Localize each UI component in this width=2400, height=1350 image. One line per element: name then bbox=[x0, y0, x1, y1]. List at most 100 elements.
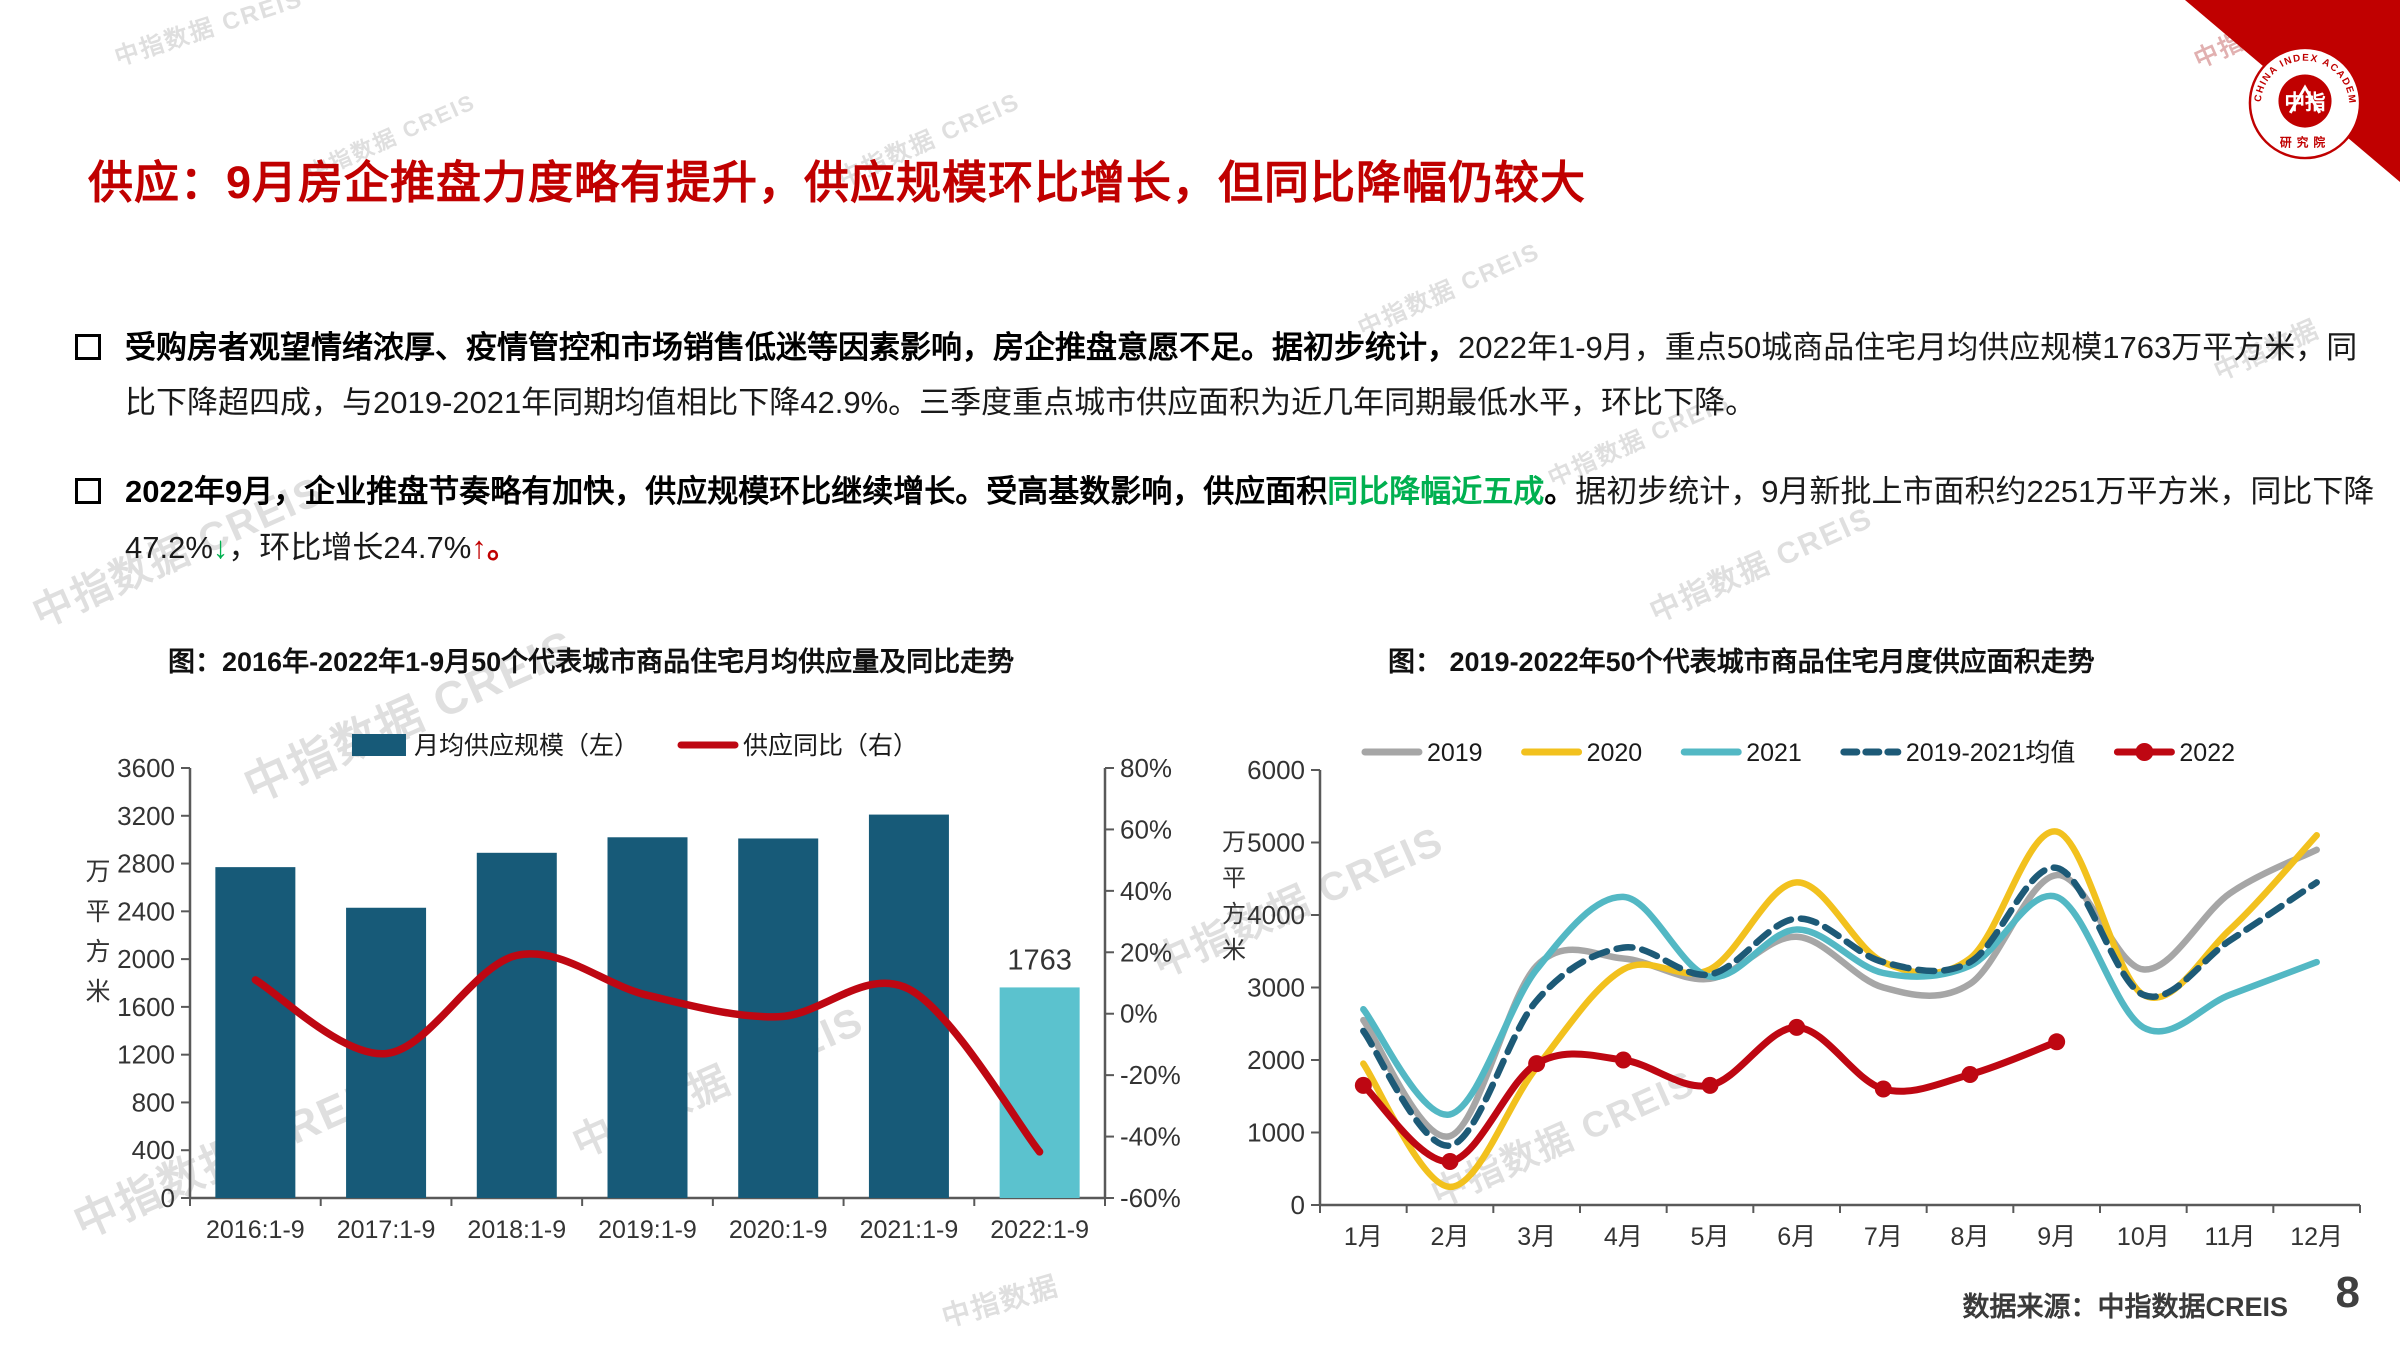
x-tick-label: 2月 bbox=[1431, 1223, 1470, 1251]
y-axis-unit: 万 bbox=[85, 858, 110, 886]
bullet-list: 受购房者观望情绪浓厚、疫情管控和市场销售低迷等因素影响，房企推盘意愿不足。据初步… bbox=[75, 320, 2375, 609]
bar-2018:1-9 bbox=[476, 852, 557, 1198]
legend-label: 2022 bbox=[2179, 739, 2235, 767]
bar-2021:1-9 bbox=[868, 814, 949, 1198]
series-2019-2021均值 bbox=[1360, 864, 2320, 1149]
data-point-marker bbox=[1874, 1080, 1892, 1098]
x-tick-label: 2016:1-9 bbox=[206, 1216, 305, 1244]
x-tick-label: 9月 bbox=[2037, 1223, 2076, 1251]
data-source-note: 数据来源：中指数据CREIS bbox=[1962, 1292, 2288, 1322]
text-segment: 受购房者观望情绪浓厚、疫情管控和市场销售低迷等因素影响，房企推盘意愿不足。据初步… bbox=[125, 330, 1458, 365]
y-tick-label: 3200 bbox=[117, 801, 175, 831]
y-tick-label: 1600 bbox=[117, 992, 175, 1022]
x-tick-label: 5月 bbox=[1691, 1223, 1730, 1251]
legend-label: 月均供应规模（左） bbox=[414, 732, 639, 760]
data-point-marker bbox=[1354, 1076, 1372, 1094]
x-tick-label: 12月 bbox=[2290, 1223, 2343, 1251]
y-tick-label: 800 bbox=[132, 1087, 175, 1117]
y-tick-label: 400 bbox=[132, 1135, 175, 1165]
logo-seal-center: 中指 bbox=[2284, 90, 2326, 114]
bullet-item-2: 2022年9月，企业推盘节奏略有加快，供应规模环比继续增长。受高基数影响，供应面… bbox=[75, 464, 2375, 574]
data-point-marker bbox=[1528, 1055, 1546, 1073]
page-title: 供应：9月房企推盘力度略有提升，供应规模环比增长，但同比降幅仍较大 bbox=[88, 157, 1587, 208]
data-point-marker bbox=[1701, 1076, 1719, 1094]
y-tick-label: 2000 bbox=[1247, 1045, 1305, 1075]
watermark: 中指数据 CREIS bbox=[111, 0, 307, 72]
text-segment: 同比降幅近五成 bbox=[1327, 474, 1545, 510]
y2-tick-label: -60% bbox=[1120, 1183, 1181, 1213]
x-tick-label: 2020:1-9 bbox=[729, 1216, 828, 1244]
x-tick-label: 8月 bbox=[1951, 1223, 1990, 1251]
data-point-marker bbox=[1441, 1153, 1459, 1170]
y2-tick-label: -40% bbox=[1120, 1122, 1181, 1152]
bullet-square-icon bbox=[75, 478, 101, 505]
bullet-square-icon bbox=[75, 334, 101, 360]
x-tick-label: 11月 bbox=[2205, 1223, 2256, 1251]
series-2021 bbox=[1360, 892, 2320, 1118]
x-tick-label: 2022:1-9 bbox=[990, 1216, 1089, 1244]
x-tick-label: 2021:1-9 bbox=[860, 1216, 959, 1244]
x-tick-label: 4月 bbox=[1604, 1223, 1643, 1251]
line-chart-monthly-supply-area: 2019 2020 2021 2019-2021均值 2022 0 1000 2000 3000… bbox=[1222, 739, 2361, 1251]
text-segment: ↓ bbox=[212, 529, 229, 565]
bullet-item-1: 受购房者观望情绪浓厚、疫情管控和市场销售低迷等因素影响，房企推盘意愿不足。据初步… bbox=[75, 320, 2375, 430]
x-tick-label: 6月 bbox=[1777, 1223, 1816, 1251]
bar-value-label: 1763 bbox=[1007, 944, 1072, 976]
text-segment: ，环比增长24.7% bbox=[228, 529, 472, 565]
y-tick-label: 1200 bbox=[117, 1040, 175, 1070]
y-axis-unit: 方 bbox=[85, 938, 110, 966]
y-axis-unit: 米 bbox=[1222, 937, 1246, 964]
yoy-line bbox=[251, 950, 1044, 1156]
legend-label: 供应同比（右） bbox=[743, 732, 918, 760]
y2-tick-label: 80% bbox=[1120, 753, 1172, 783]
legend-label: 2020 bbox=[1587, 739, 1643, 767]
china-index-academy-logo: CHINA INDEX ACADEMY 中指 研究院 bbox=[2246, 44, 2362, 160]
y-axis-unit: 平 bbox=[1222, 865, 1246, 892]
y-tick-label: 0 bbox=[161, 1183, 175, 1213]
text-segment: 。 bbox=[486, 529, 518, 565]
y-tick-label: 0 bbox=[1291, 1190, 1305, 1220]
chart-legend: 2019 2020 2021 2019-2021均值 2022 bbox=[1361, 739, 2235, 767]
y-axis-unit: 方 bbox=[1222, 901, 1246, 928]
data-point-marker bbox=[2048, 1033, 2066, 1051]
right-chart-title: 图： 2019-2022年50个代表城市商品住宅月度供应面积走势 bbox=[1388, 647, 2095, 677]
chart-legend: 月均供应规模（左） 供应同比（右） bbox=[351, 732, 918, 760]
y2-tick-label: 60% bbox=[1120, 814, 1172, 844]
x-tick-label: 10月 bbox=[2117, 1223, 2170, 1251]
y2-tick-label: 40% bbox=[1120, 876, 1172, 906]
series-2020 bbox=[1360, 828, 2320, 1191]
text-segment: 2022年9月，企业推盘节奏略有加快，供应规模环比继续增长。受高基数影响，供应面… bbox=[125, 474, 1328, 510]
y-tick-label: 6000 bbox=[1247, 755, 1305, 785]
data-point-marker bbox=[1614, 1051, 1632, 1069]
y-tick-label: 4000 bbox=[1247, 900, 1305, 930]
y-tick-label: 1000 bbox=[1247, 1118, 1305, 1148]
bar-2022:1-9 bbox=[999, 987, 1080, 1198]
y-tick-label: 5000 bbox=[1247, 828, 1305, 858]
bar-line-chart-monthly-avg-supply: 月均供应规模（左） 供应同比（右） 0 400 800 1200 1600 2000 2400 2… bbox=[85, 732, 1181, 1244]
x-tick-label: 1月 bbox=[1344, 1223, 1383, 1251]
bar-2019:1-9 bbox=[607, 837, 688, 1198]
x-tick-label: 2019:1-9 bbox=[598, 1216, 697, 1244]
text-segment: ↑ bbox=[471, 529, 487, 565]
left-chart-title: 图：2016年-2022年1-9月50个代表城市商品住宅月均供应量及同比走势 bbox=[168, 647, 1015, 677]
x-tick-label: 2017:1-9 bbox=[337, 1216, 436, 1244]
y2-tick-label: -20% bbox=[1120, 1060, 1181, 1090]
y-tick-label: 3000 bbox=[1247, 973, 1305, 1003]
x-tick-label: 7月 bbox=[1864, 1223, 1903, 1251]
x-tick-label: 2018:1-9 bbox=[467, 1216, 566, 1244]
legend-label: 2019 bbox=[1427, 739, 1483, 767]
y-axis-unit: 平 bbox=[85, 898, 110, 926]
y-axis-unit: 万 bbox=[1222, 829, 1246, 856]
y-tick-label: 2400 bbox=[117, 896, 175, 926]
y-tick-label: 3600 bbox=[117, 753, 175, 783]
y-axis-unit: 米 bbox=[85, 978, 110, 1006]
page-number: 8 bbox=[2335, 1268, 2360, 1317]
series-2022 bbox=[1359, 1023, 2061, 1166]
text-segment: 2022年1-9月，重点50城商品住宅月均供应规模1763万平方米，同比下降超四… bbox=[125, 330, 2358, 421]
logo-seal-bottom: 研究院 bbox=[2280, 135, 2330, 149]
y2-tick-label: 20% bbox=[1120, 937, 1172, 967]
y-tick-label: 2000 bbox=[117, 944, 175, 974]
data-point-marker bbox=[1961, 1066, 1979, 1083]
text-segment: 据初步统计，9月新批上市面积约2251万平方米，同比下降47.2% bbox=[125, 474, 2375, 565]
y-tick-label: 2800 bbox=[117, 849, 175, 879]
